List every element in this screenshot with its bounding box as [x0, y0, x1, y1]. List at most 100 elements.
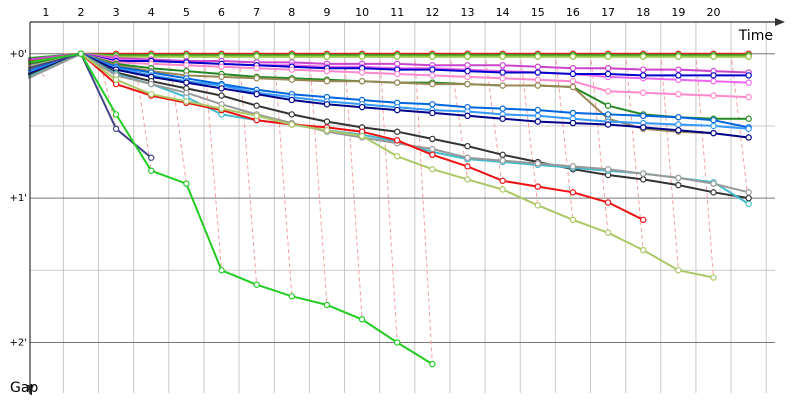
data-point [218, 73, 225, 81]
x-tick-label: 14 [496, 6, 510, 19]
data-point [710, 274, 717, 281]
tick-labels: 1 2 3 4 5 6 7 8 9 10 11 12 13 14 15 16 17 18 19 20+0'+1'+2' [10, 6, 721, 348]
data-point [288, 96, 296, 104]
lap-connector [27, 57, 47, 79]
data-point [745, 200, 752, 208]
lap-connector [484, 53, 504, 190]
data-point [499, 75, 506, 82]
data-point [534, 53, 541, 60]
data-point [640, 72, 647, 79]
data-point [77, 50, 85, 57]
data-point [710, 129, 717, 137]
data-point [499, 177, 506, 184]
data-point [323, 77, 331, 85]
data-point [464, 176, 471, 183]
data-point [429, 101, 436, 108]
data-point [183, 180, 190, 187]
data-point [569, 163, 577, 170]
x-tick-label: 12 [425, 6, 439, 19]
data-point [288, 111, 296, 118]
y-axis-title: Gap [10, 380, 38, 396]
data-point [745, 93, 752, 101]
data-point [358, 132, 366, 140]
data-point [253, 90, 260, 98]
data-point [534, 69, 541, 76]
x-tick-label: 5 [183, 6, 190, 19]
data-point [604, 111, 612, 118]
x-tick-label: 11 [390, 6, 404, 19]
data-point [358, 316, 366, 323]
data-point [675, 53, 682, 60]
data-point [253, 53, 260, 60]
x-tick-label: 16 [566, 6, 580, 19]
data-point [464, 73, 471, 81]
data-point [429, 135, 436, 143]
data-point [534, 106, 541, 114]
axes [26, 18, 785, 395]
data-point [675, 114, 682, 121]
data-point [675, 267, 682, 274]
data-point [675, 121, 682, 128]
lap-connector [344, 53, 363, 320]
x-tick-label: 8 [288, 6, 295, 19]
x-tick-label: 4 [148, 6, 155, 19]
x-tick-label: 20 [707, 6, 721, 19]
lap-connector [133, 53, 152, 171]
x-tick-label: 6 [218, 6, 225, 19]
data-point [183, 89, 190, 96]
data-point [499, 157, 506, 164]
data-point [323, 127, 331, 134]
data-point [604, 121, 612, 128]
series [27, 50, 752, 202]
data-point [640, 112, 647, 120]
lap-connector [203, 53, 223, 271]
data-point [745, 125, 752, 133]
data-point [745, 115, 752, 122]
data-point [464, 112, 471, 120]
x-tick-label: 10 [355, 6, 369, 19]
lap-connector [695, 53, 715, 278]
data-point [569, 119, 577, 127]
data-point [394, 137, 401, 144]
data-point [323, 53, 331, 60]
y-tick-label: +0' [10, 49, 28, 60]
x-axis-arrow [775, 18, 785, 26]
data-point [253, 281, 260, 288]
data-point [640, 216, 647, 223]
data-point [745, 79, 752, 86]
data-point [288, 76, 296, 83]
data-point [288, 293, 296, 300]
data-point [534, 112, 541, 120]
data-point [358, 69, 366, 76]
data-point [218, 92, 225, 99]
x-tick-label: 9 [323, 6, 330, 19]
x-tick-label: 1 [42, 6, 49, 19]
data-point [218, 63, 225, 70]
data-point [745, 189, 752, 196]
data-point [675, 66, 682, 73]
data-point [464, 53, 471, 60]
data-point [569, 77, 577, 85]
data-point [499, 69, 506, 76]
data-point [429, 80, 436, 88]
lap-connector [590, 53, 609, 233]
data-point [604, 166, 612, 173]
series [27, 50, 752, 101]
data-point [675, 127, 682, 134]
data-point [288, 121, 296, 128]
data-point [569, 70, 577, 78]
data-point [710, 92, 717, 99]
lap-connector [554, 53, 574, 220]
data-point [499, 115, 506, 122]
data-point [675, 72, 682, 79]
data-point [183, 79, 190, 86]
data-point [253, 102, 260, 109]
data-point [745, 72, 752, 79]
data-point [288, 66, 296, 73]
data-point [358, 77, 366, 85]
y-axis-arrow [26, 385, 34, 395]
x-tick-label: 7 [253, 6, 260, 19]
data-point [323, 67, 331, 75]
data-point [604, 229, 612, 236]
